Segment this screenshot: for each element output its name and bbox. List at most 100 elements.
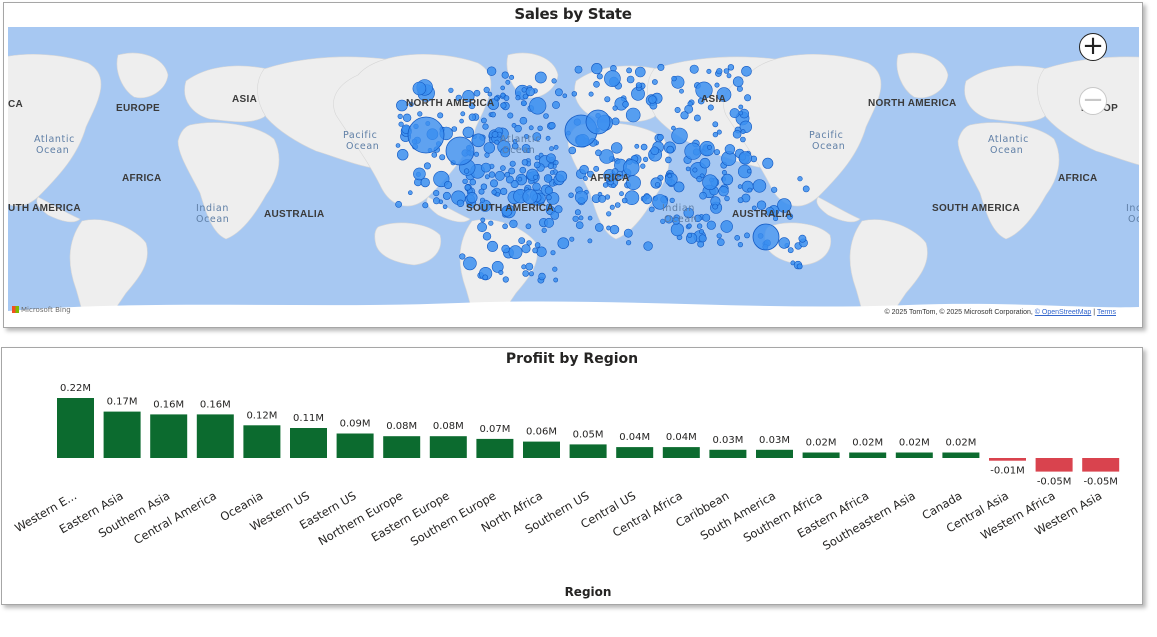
sales-bubble[interactable] (468, 113, 477, 121)
sales-bubble[interactable] (737, 197, 744, 204)
sales-bubble[interactable] (520, 100, 527, 107)
sales-bubble[interactable] (468, 102, 476, 110)
sales-bubble[interactable] (612, 105, 618, 111)
sales-bubble[interactable] (463, 256, 477, 271)
sales-bubble[interactable] (667, 173, 673, 179)
sales-bubble[interactable] (487, 91, 493, 97)
sales-bubble[interactable] (716, 238, 725, 246)
profit-by-region-visual[interactable]: Profiit by Region Region 0.22M 0.17M 0.16M… (1, 347, 1143, 605)
sales-bubble[interactable] (445, 136, 475, 166)
sales-bubble[interactable] (695, 81, 713, 99)
sales-bubble[interactable] (574, 209, 581, 216)
sales-bubble[interactable] (665, 156, 672, 164)
sales-bubble[interactable] (737, 242, 744, 248)
sales-bubble[interactable] (652, 79, 658, 85)
sales-bubble[interactable] (482, 232, 492, 241)
terms-link[interactable]: Terms (1096, 309, 1116, 316)
sales-bubble[interactable] (594, 223, 604, 232)
sales-bubble[interactable] (569, 236, 575, 242)
sales-bubble[interactable] (443, 181, 452, 190)
sales-bubble[interactable] (545, 194, 552, 201)
sales-bubble[interactable] (744, 94, 752, 102)
sales-bubble[interactable] (407, 190, 413, 195)
sales-bubble[interactable] (478, 188, 485, 195)
sales-bubble[interactable] (747, 187, 753, 193)
sales-bubble[interactable] (696, 176, 703, 183)
sales-bubble[interactable] (503, 95, 510, 101)
sales-bubble[interactable] (528, 271, 534, 277)
sales-bubble[interactable] (529, 97, 547, 115)
sales-bubble[interactable] (583, 176, 588, 181)
sales-bubble[interactable] (692, 167, 698, 173)
sales-bubble[interactable] (553, 144, 559, 150)
sales-by-state-map-visual[interactable]: Sales by State CA EUROPE ASIA NORTH AMERICA… (3, 2, 1143, 328)
sales-bubble[interactable] (683, 207, 694, 219)
sales-bubble[interactable] (501, 244, 510, 254)
sales-bubble[interactable] (500, 102, 507, 109)
sales-bubble[interactable] (720, 220, 733, 233)
sales-bubble[interactable] (543, 113, 549, 119)
bar-north-africa[interactable] (523, 441, 560, 458)
sales-bubble[interactable] (552, 101, 560, 109)
sales-bubble[interactable] (518, 237, 526, 244)
sales-bubble[interactable] (500, 165, 506, 171)
sales-bubble[interactable] (609, 204, 615, 210)
sales-bubble[interactable] (623, 159, 640, 176)
sales-bubble[interactable] (593, 80, 600, 88)
bar-southern-asia[interactable] (150, 414, 188, 458)
sales-bubble[interactable] (642, 156, 649, 162)
sales-bubble[interactable] (716, 233, 722, 239)
sales-bubble[interactable] (756, 200, 767, 210)
sales-bubble[interactable] (550, 250, 556, 256)
sales-bubble[interactable] (533, 174, 539, 180)
sales-bubble[interactable] (634, 66, 646, 78)
bar-western-us[interactable] (290, 428, 327, 458)
sales-bubble[interactable] (744, 232, 750, 239)
sales-bubble[interactable] (510, 180, 519, 189)
sales-bubble[interactable] (797, 176, 803, 182)
sales-bubble[interactable] (544, 186, 554, 195)
sales-bubble[interactable] (479, 199, 492, 212)
sales-bubble[interactable] (432, 197, 440, 205)
sales-bubble[interactable] (626, 75, 635, 84)
sales-bubble[interactable] (587, 238, 593, 244)
sales-bubble[interactable] (460, 111, 466, 117)
sales-bubble[interactable] (572, 215, 579, 222)
sales-bubble[interactable] (431, 152, 438, 158)
sales-bubble[interactable] (726, 73, 732, 79)
sales-bubble[interactable] (648, 206, 655, 213)
sales-bubble[interactable] (433, 190, 440, 197)
sales-bubble[interactable] (537, 125, 543, 132)
sales-bubble[interactable] (501, 71, 509, 79)
sales-bubble[interactable] (798, 234, 807, 243)
sales-bubble[interactable] (568, 192, 574, 198)
sales-bubble[interactable] (500, 92, 506, 98)
sales-bubble[interactable] (699, 140, 715, 157)
sales-bubble[interactable] (606, 225, 611, 231)
sales-bubble[interactable] (473, 89, 481, 97)
sales-bubble[interactable] (698, 234, 707, 243)
sales-bubble[interactable] (484, 174, 490, 180)
sales-bubble[interactable] (680, 111, 689, 120)
sales-bubble[interactable] (456, 199, 465, 208)
sales-bubble[interactable] (670, 223, 685, 237)
sales-bubble[interactable] (521, 264, 527, 270)
sales-bubble[interactable] (736, 85, 743, 92)
sales-bubble[interactable] (625, 240, 632, 246)
sales-bubble[interactable] (519, 116, 528, 125)
sales-bubble[interactable] (660, 218, 666, 224)
sales-bubble[interactable] (522, 189, 538, 205)
sales-bubble[interactable] (511, 123, 517, 128)
sales-bubble[interactable] (495, 192, 501, 197)
sales-bubble[interactable] (549, 170, 555, 175)
sales-bubble[interactable] (481, 162, 491, 173)
sales-bubble[interactable] (500, 187, 508, 195)
sales-bubble[interactable] (448, 87, 454, 93)
sales-bubble[interactable] (599, 149, 614, 164)
sales-bubble[interactable] (526, 240, 532, 246)
sales-bubble[interactable] (508, 167, 516, 175)
sales-bubble[interactable] (687, 223, 692, 229)
sales-bubble[interactable] (591, 62, 603, 75)
bar-central-asia[interactable] (989, 458, 1026, 461)
sales-bubble[interactable] (778, 237, 790, 249)
